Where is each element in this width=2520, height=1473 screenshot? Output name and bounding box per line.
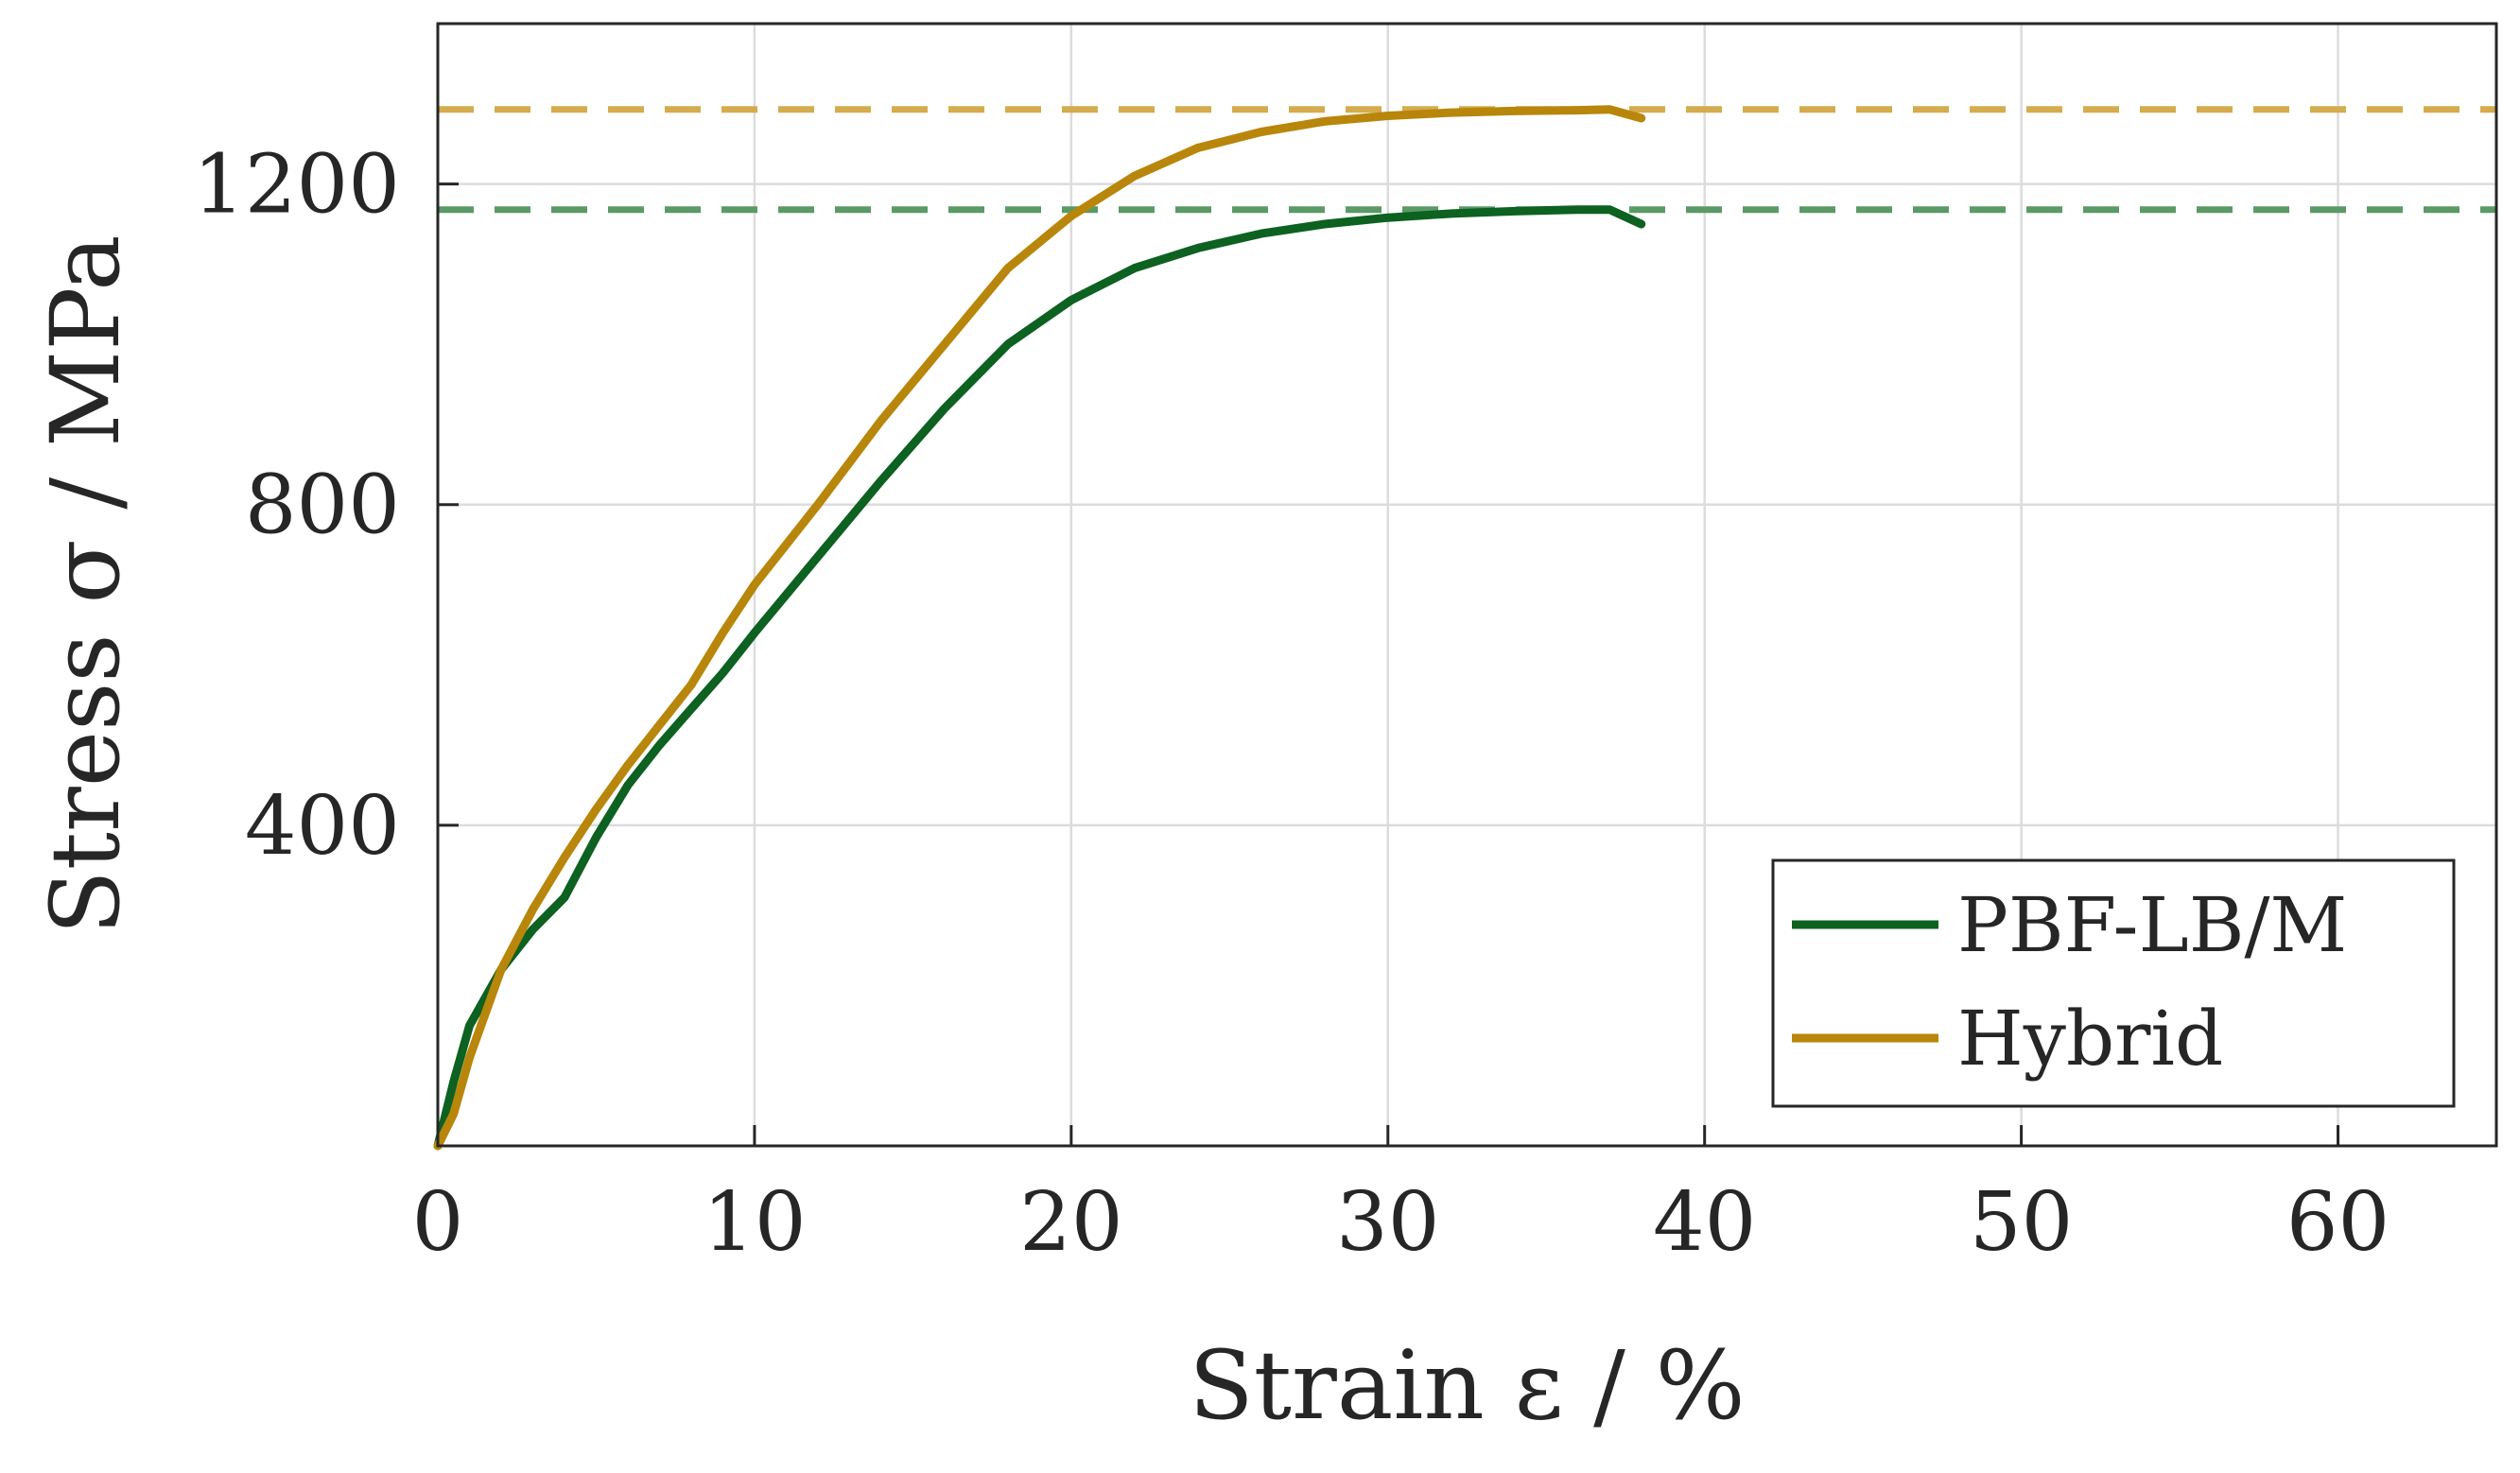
y-axis-title: Stress σ / MPa (30, 234, 141, 934)
x-axis-ticks: 0 10 20 30 40 50 60 (412, 1125, 2390, 1270)
x-axis-title: Strain ε / % (1189, 1330, 1745, 1441)
x-tick-label: 50 (1970, 1175, 2073, 1270)
y-axis-ticks: 400 800 1200 (193, 138, 459, 874)
series-line-pbf-lb-m (433, 205, 1646, 1151)
axes-box (436, 22, 2498, 1148)
series-lines (433, 105, 1646, 1151)
legend-label-hybrid: Hybrid (1957, 995, 2223, 1083)
x-tick-label: 40 (1653, 1175, 1756, 1270)
legend-label-pbf-lb-m: PBF-LB/M (1957, 881, 2347, 969)
y-tick-label: 800 (245, 459, 400, 553)
x-tick-label: 0 (412, 1175, 464, 1270)
x-tick-label: 30 (1336, 1175, 1439, 1270)
series-line-hybrid (433, 105, 1646, 1151)
y-tick-label: 400 (245, 779, 400, 874)
y-tick-label: 1200 (193, 138, 400, 233)
x-tick-label: 60 (2286, 1175, 2390, 1270)
x-tick-label: 10 (703, 1175, 806, 1270)
legend-box (1771, 858, 2456, 1108)
legend: PBF-LB/M Hybrid (1771, 858, 2456, 1108)
x-tick-label: 20 (1019, 1175, 1122, 1270)
